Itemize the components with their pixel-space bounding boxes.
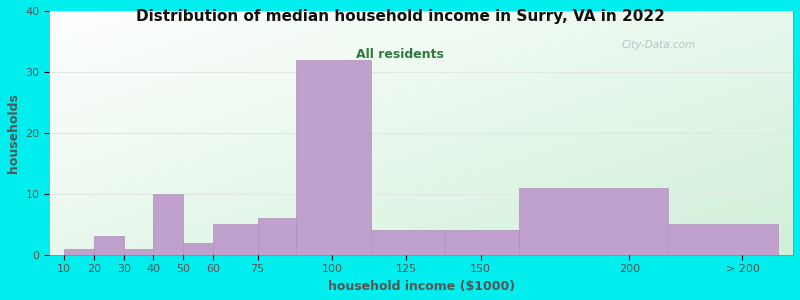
Bar	[370, 230, 445, 255]
Bar	[668, 224, 778, 255]
Bar	[296, 60, 370, 255]
Bar	[64, 249, 94, 255]
Bar	[183, 243, 213, 255]
Bar	[124, 249, 154, 255]
Bar	[154, 194, 183, 255]
Bar	[445, 230, 519, 255]
Bar	[94, 236, 124, 255]
Bar	[258, 218, 296, 255]
Text: City-Data.com: City-Data.com	[622, 40, 696, 50]
Y-axis label: households: households	[7, 93, 20, 173]
X-axis label: household income ($1000): household income ($1000)	[328, 280, 514, 293]
Bar	[213, 224, 258, 255]
Text: Distribution of median household income in Surry, VA in 2022: Distribution of median household income …	[135, 9, 665, 24]
Text: All residents: All residents	[356, 48, 444, 61]
Bar	[519, 188, 668, 255]
